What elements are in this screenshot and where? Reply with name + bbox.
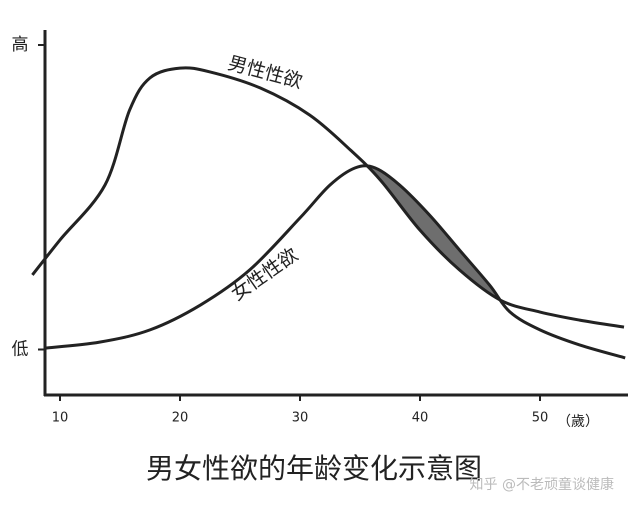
chart-title: 男女性欲的年龄变化示意图 bbox=[146, 452, 482, 485]
y-tick-label: 低 bbox=[12, 340, 29, 360]
x-tick-label: 20 bbox=[172, 411, 189, 426]
line bbox=[31, 66, 625, 329]
x-tick-label: 50 bbox=[532, 411, 549, 426]
watermark: 知乎 @不老顽童谈健康 bbox=[470, 476, 614, 493]
x-tick-label: 40 bbox=[412, 411, 429, 426]
line bbox=[44, 164, 626, 360]
x-axis-label: （歲） bbox=[557, 414, 599, 430]
x-tick-label: 10 bbox=[52, 411, 69, 426]
overlap-area bbox=[369, 167, 501, 301]
y-tick-label: 高 bbox=[12, 35, 29, 55]
x-tick-label: 30 bbox=[292, 411, 309, 426]
